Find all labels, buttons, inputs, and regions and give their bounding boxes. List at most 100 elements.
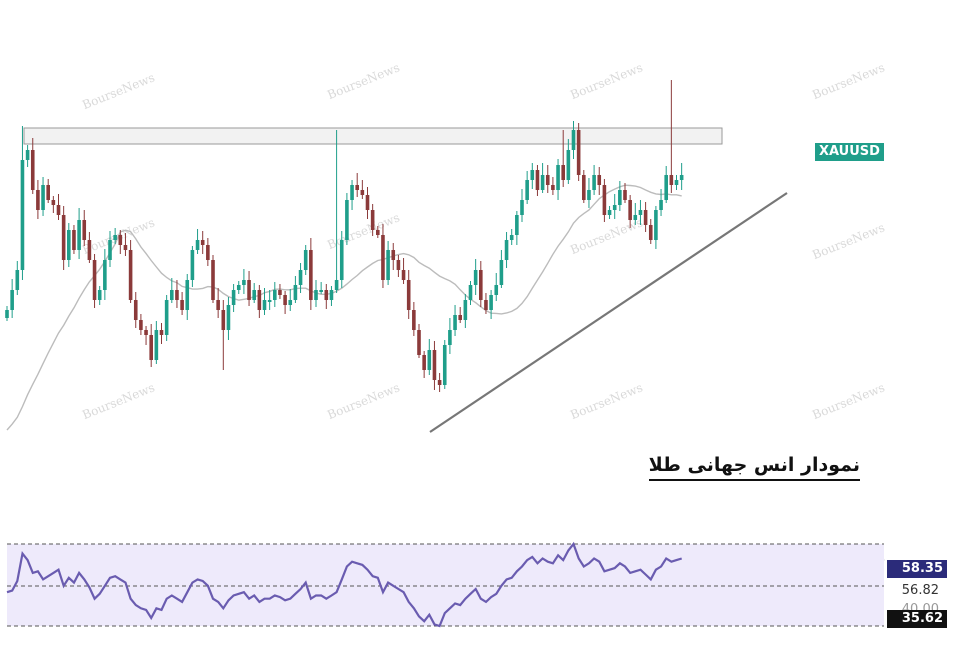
candle-body [612, 205, 617, 210]
candle-body [293, 285, 298, 300]
candle-body [236, 285, 241, 290]
candle-body [525, 180, 529, 200]
candle-body [309, 250, 313, 300]
candle-body [448, 330, 452, 345]
candle-body [257, 290, 262, 310]
candle-body [453, 315, 457, 330]
candle-body [319, 290, 323, 292]
candle-body [406, 280, 411, 310]
candle-body [566, 150, 571, 180]
candle-body [175, 290, 179, 300]
candle-body [350, 185, 354, 200]
candle-body [103, 260, 107, 290]
candlestick-series [5, 80, 684, 392]
candle-body [618, 190, 622, 205]
candle-body [592, 175, 596, 190]
candle-body [607, 210, 612, 215]
candle-body [520, 200, 524, 215]
candle-body [180, 300, 184, 310]
watermark-text: BourseNews [80, 70, 156, 112]
candle-body [561, 165, 565, 180]
candle-body [242, 280, 246, 285]
candle-body [576, 130, 581, 175]
candle-body [659, 200, 663, 210]
candle-body [442, 345, 447, 385]
candle-body [376, 230, 380, 235]
candle-body [288, 300, 293, 305]
candle-body [82, 220, 87, 240]
candle-body [159, 330, 164, 335]
candle-body [128, 250, 133, 300]
candle-body [72, 230, 76, 250]
candle-body [370, 210, 375, 230]
candle-body [504, 240, 509, 260]
caption-text: نمودار انس جهانی طلا [648, 454, 860, 481]
candle-body [118, 235, 123, 245]
candle-body [170, 290, 174, 300]
candle-body [211, 260, 215, 300]
candle-body [20, 160, 25, 270]
candle-body [15, 270, 20, 290]
candle-body [247, 280, 251, 300]
candle-body [303, 250, 308, 270]
candle-body [190, 250, 195, 280]
candle-body [61, 215, 66, 260]
candle-body [200, 240, 205, 245]
candle-body [273, 290, 277, 300]
candle-body [468, 285, 473, 300]
candle-body [5, 310, 9, 318]
candle-body [412, 310, 416, 330]
candle-body [571, 130, 576, 150]
candle-body [360, 190, 365, 195]
candle-body [515, 215, 519, 235]
candle-body [30, 150, 35, 190]
candle-body [226, 305, 231, 330]
watermark-text: BourseNews [568, 60, 644, 102]
candle-body [509, 235, 514, 240]
candle-body [324, 290, 329, 300]
candle-body [674, 180, 679, 185]
candle-body [679, 175, 684, 180]
candle-body [10, 290, 14, 310]
watermark-text: BourseNews [325, 380, 401, 422]
candle-body [92, 260, 97, 300]
candle-body [623, 190, 627, 200]
rsi-current-value: 58.35 [887, 560, 947, 578]
candle-body [278, 290, 282, 295]
moving-average-line [6, 184, 682, 431]
candle-body [67, 230, 71, 260]
rsi-line [6, 541, 683, 628]
candle-body [231, 290, 236, 305]
candle-body [602, 185, 607, 215]
candle-body [556, 165, 560, 190]
candle-body [628, 200, 632, 220]
rsi-low-value: 35.62 [887, 610, 947, 628]
candle-body [530, 170, 535, 180]
candle-body [283, 295, 287, 305]
candle-body [427, 350, 432, 370]
candle-body [633, 215, 638, 220]
candle-body [51, 200, 56, 205]
candle-body [206, 245, 210, 260]
candle-body [56, 205, 61, 215]
candle-body [479, 270, 483, 300]
candle-body [463, 300, 468, 320]
candle-body [499, 260, 504, 285]
candle-body [654, 210, 658, 240]
watermark-text: BourseNews [810, 380, 886, 422]
candle-body [36, 190, 40, 210]
candle-body [489, 295, 493, 310]
ticker-label: XAUUSD [815, 143, 884, 161]
candle-body [535, 170, 540, 190]
candle-body [664, 175, 668, 200]
candle-body [154, 330, 159, 360]
watermark-text: BourseNews [80, 380, 156, 422]
candle-body [123, 245, 128, 250]
candle-body [437, 380, 442, 385]
rsi-mid-level: 56.82 [901, 583, 939, 598]
candle-body [582, 175, 586, 200]
candle-body [391, 250, 396, 260]
candle-body [252, 290, 256, 300]
candle-body [381, 235, 385, 280]
candle-body [298, 270, 303, 285]
